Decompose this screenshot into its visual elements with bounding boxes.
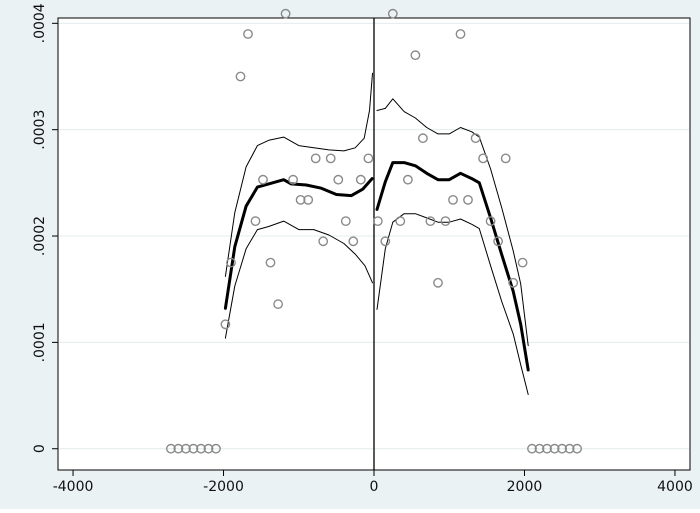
scatter-point (564, 443, 575, 454)
y-tick-label: .0004 (32, 3, 48, 43)
scatter-point (303, 194, 314, 205)
scatter-point (363, 153, 374, 164)
scatter-point (463, 194, 473, 205)
scatter-point (203, 443, 214, 454)
scatter-point (508, 277, 519, 288)
scatter-point (355, 174, 366, 185)
x-tick-label: -2000 (203, 479, 244, 495)
scatter-point (440, 216, 451, 227)
scatter-point (288, 174, 298, 185)
scatter-point (265, 257, 276, 268)
scatter-point (448, 194, 458, 205)
fit-line-right-lower (376, 213, 529, 395)
scatter-point (348, 236, 359, 247)
scatter-point (410, 50, 421, 61)
scatter-point (542, 443, 552, 454)
scatter-point (417, 133, 428, 144)
scatter-point (500, 153, 511, 164)
x-tick-label: 4000 (657, 479, 693, 495)
scatter-point (243, 29, 253, 39)
scatter-point (180, 443, 191, 454)
scatter-point (402, 174, 413, 185)
scatter-point (220, 319, 231, 330)
scatter-point (534, 443, 545, 454)
scatter-point (470, 133, 481, 144)
scatter-points (165, 8, 582, 454)
scatter-point (387, 8, 398, 19)
scatter-point (517, 257, 528, 268)
x-tick-label: -4000 (53, 479, 94, 495)
scatter-point (455, 29, 466, 39)
scatter-point (173, 443, 184, 454)
scatter-point (258, 174, 268, 185)
axes: 0 .0001 .0002 .0003 .0004 -4000 -2000 0 2000 4000 (32, 3, 693, 495)
x-tick-label: 2000 (507, 479, 543, 495)
scatter-point (295, 194, 306, 205)
scatter-point (372, 216, 383, 227)
scatter-point (318, 236, 329, 247)
scatter-point (425, 216, 436, 227)
y-tick-label: .0001 (32, 322, 48, 362)
fit-line-left-lower (224, 220, 373, 339)
scatter-point (493, 236, 503, 247)
scatter-point (273, 299, 283, 309)
scatter-point (395, 216, 406, 227)
fit-line-right-fit (375, 161, 530, 372)
scatter-point (572, 443, 582, 454)
scatter-point (485, 216, 496, 227)
scatter-point (325, 153, 336, 164)
scatter-point (340, 216, 351, 227)
scatter-point (527, 443, 537, 454)
scatter-point (226, 257, 236, 268)
x-tick-label: 0 (370, 479, 379, 495)
y-tick-label: .0002 (32, 216, 48, 256)
scatter-point (333, 174, 344, 185)
scatter-point (165, 443, 176, 454)
scatter-point (280, 8, 291, 19)
scatter-point (235, 71, 246, 82)
scatter-point (433, 277, 443, 288)
scatter-point (310, 153, 321, 164)
scatter-point (196, 443, 206, 454)
scatter-point (549, 443, 560, 454)
scatter-point (188, 443, 199, 454)
fit-line-left-upper (224, 72, 373, 277)
scatter-point (380, 236, 391, 247)
scatter-point (478, 153, 488, 164)
y-tick-label: 0 (32, 444, 48, 453)
fit-line-right-upper (376, 98, 529, 347)
y-tick-label: .0003 (32, 110, 48, 150)
scatter-point (557, 443, 567, 454)
scatter-point (250, 216, 261, 227)
scatter-point (211, 443, 221, 454)
